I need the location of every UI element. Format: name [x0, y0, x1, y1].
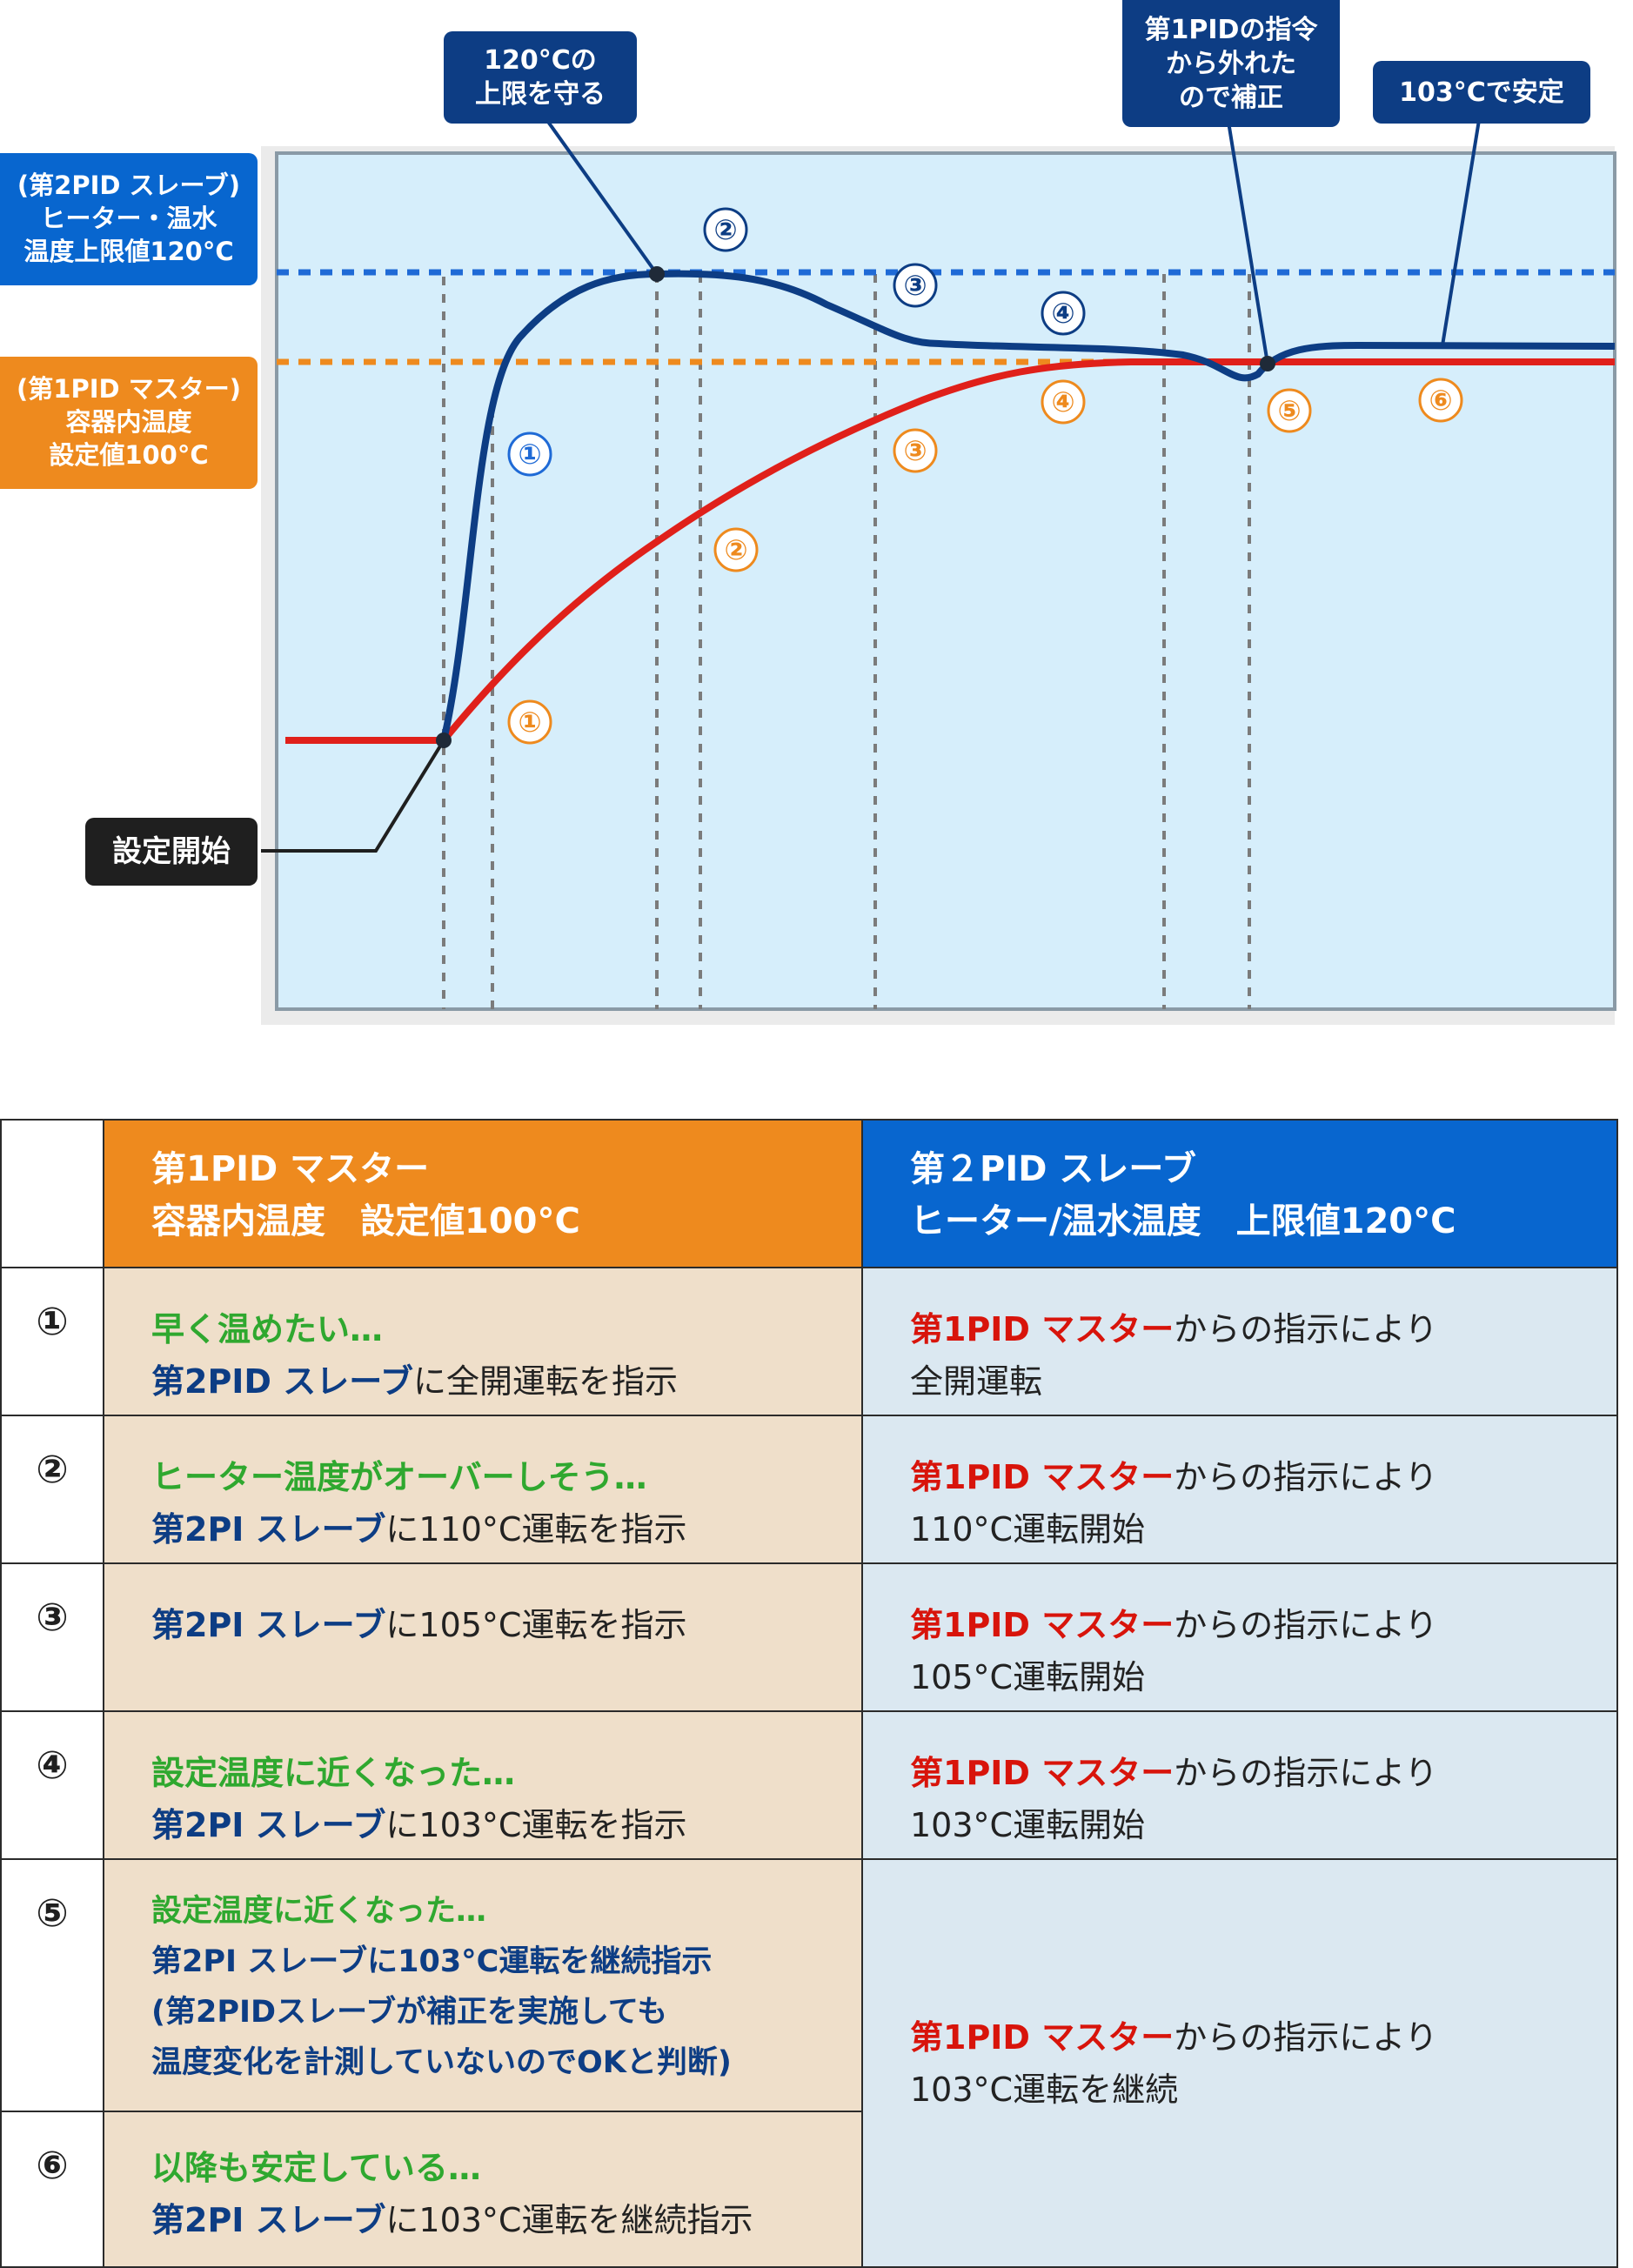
- callout-stable: 103°Cで安定: [1373, 61, 1590, 124]
- step-markers: ① ② ③ ④ ① ② ③ ④ ⑤ ⑥: [507, 207, 1463, 745]
- callout-leaders: [546, 119, 1481, 365]
- row-2-master: ヒーター温度がオーバーしそう… 第2PI スレーブに110°C運転を指示: [103, 1415, 863, 1564]
- heater-temp-curve: [440, 270, 1616, 741]
- start-leader: [261, 739, 445, 853]
- row-1-master: 早く温めたい… 第2PID スレーブに全開運転を指示: [103, 1267, 863, 1416]
- orange-markers: ① ② ③ ④ ⑤ ⑥: [507, 378, 1463, 745]
- header-master: 第1PID マスター 容器内温度 設定値100°C: [103, 1119, 863, 1268]
- row-2-num: ②: [0, 1415, 104, 1564]
- orange-marker-6: [1418, 378, 1463, 423]
- slave-limit-label: (第2PID スレーブ) ヒーター・温水 温度上限値120°C: [0, 153, 258, 285]
- callout-correction: 第1PIDの指令 から外れた ので補正: [1122, 0, 1340, 127]
- blue-marker-3-label: ③: [903, 269, 927, 302]
- orange-marker-3: [893, 428, 938, 473]
- blue-marker-1-label: ①: [518, 438, 541, 471]
- container-temp-curve: [285, 358, 1615, 744]
- row-6-master: 以降も安定している… 第2PI スレーブに103°C運転を継続指示: [103, 2111, 863, 2268]
- blue-marker-4-label: ④: [1051, 297, 1074, 330]
- blue-marker-1: [507, 432, 552, 477]
- row-3-slave: 第1PID マスターからの指示により 105°C運転開始: [861, 1562, 1618, 1712]
- orange-marker-4: [1041, 379, 1086, 425]
- row-5-6-slave: 第1PID マスターからの指示により 103°C運転を継続: [861, 1858, 1618, 2268]
- header-slave: 第２PID スレーブ ヒーター/温水温度 上限値120°C: [861, 1119, 1618, 1268]
- blue-marker-2-label: ②: [713, 213, 737, 246]
- orange-marker-1-label: ①: [518, 706, 541, 739]
- master-setpoint-label: (第1PID マスター) 容器内温度 設定値100°C: [0, 357, 258, 489]
- row-4-master: 設定温度に近くなった… 第2PI スレーブに103°C運転を指示: [103, 1710, 863, 1860]
- row-4-num: ④: [0, 1710, 104, 1860]
- control-chart: ① ② ③ ④ ① ② ③ ④ ⑤ ⑥: [261, 119, 1616, 1025]
- row-5-master: 設定温度に近くなった… 第2PI スレーブに103°C運転を継続指示 (第2PI…: [103, 1858, 863, 2112]
- vertical-guides: [442, 274, 1251, 1009]
- start-label: 設定開始: [85, 818, 258, 886]
- row-3-master: 第2PI スレーブに105°C運転を指示: [103, 1562, 863, 1712]
- start-point: [436, 733, 452, 748]
- blue-markers: ① ② ③ ④: [507, 207, 1086, 477]
- orange-marker-2: [713, 527, 759, 572]
- blue-marker-2: [703, 207, 748, 252]
- row-2-slave: 第1PID マスターからの指示により 110°C運転開始: [861, 1415, 1618, 1564]
- orange-marker-5-label: ⑤: [1277, 394, 1301, 427]
- orange-marker-4-label: ④: [1051, 385, 1074, 418]
- orange-marker-2-label: ②: [724, 533, 747, 566]
- orange-marker-3-label: ③: [903, 434, 927, 467]
- orange-marker-5: [1267, 388, 1312, 433]
- blue-marker-3: [893, 263, 938, 308]
- row-4-slave: 第1PID マスターからの指示により 103°C運転開始: [861, 1710, 1618, 1860]
- row-1-slave: 第1PID マスターからの指示により 全開運転: [861, 1267, 1618, 1416]
- orange-marker-6-label: ⑥: [1429, 384, 1452, 417]
- row-3-num: ③: [0, 1562, 104, 1712]
- blue-marker-4: [1041, 291, 1086, 336]
- orange-marker-1: [507, 699, 552, 745]
- row-6-num: ⑥: [0, 2111, 104, 2268]
- row-1-num: ①: [0, 1267, 104, 1416]
- plot-area: [275, 151, 1616, 1011]
- callout-upper-limit: 120°Cの 上限を守る: [444, 31, 637, 124]
- row-5-num: ⑤: [0, 1858, 104, 2112]
- explanation-table: 第1PID マスター 容器内温度 設定値100°C 第２PID スレーブ ヒーター/…: [0, 1119, 1618, 2268]
- correction-point: [1260, 356, 1275, 371]
- upper-limit-point: [649, 266, 665, 282]
- header-corner: [0, 1119, 104, 1268]
